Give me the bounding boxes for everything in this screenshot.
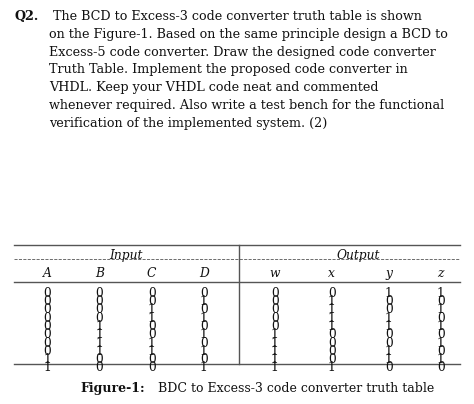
Text: 1: 1 [437,337,445,349]
Text: 0: 0 [271,303,279,316]
Text: 0: 0 [44,328,51,341]
Text: 1: 1 [200,328,208,341]
Text: 0: 0 [148,353,155,366]
Text: Output: Output [336,249,380,262]
Text: 1: 1 [148,303,155,316]
Text: 0: 0 [271,295,279,308]
Text: 0: 0 [437,295,445,308]
Text: y: y [385,267,392,280]
Text: 0: 0 [385,337,392,349]
Text: 0: 0 [44,320,51,333]
Text: 1: 1 [271,345,279,358]
Text: 1: 1 [437,353,445,366]
Text: 0: 0 [148,287,155,300]
Text: w: w [270,267,280,280]
Text: 1: 1 [328,361,336,375]
Text: D: D [199,267,209,280]
Text: 1: 1 [96,337,103,349]
Text: 1: 1 [96,345,103,358]
Text: 1: 1 [44,353,51,366]
Text: 0: 0 [96,295,103,308]
Text: 0: 0 [148,328,155,341]
Text: 0: 0 [385,361,392,375]
Text: 0: 0 [385,295,392,308]
Text: 1: 1 [96,320,103,333]
Text: 0: 0 [148,295,155,308]
Text: 0: 0 [200,303,208,316]
Text: 1: 1 [328,320,336,333]
Text: 1: 1 [385,312,392,325]
Text: 0: 0 [437,361,445,375]
Text: The BCD to Excess-3 code converter truth table is shown
on the Figure-1. Based o: The BCD to Excess-3 code converter truth… [49,10,448,130]
Text: 0: 0 [328,287,336,300]
Text: 0: 0 [44,312,51,325]
Text: 1: 1 [328,312,336,325]
Text: 1: 1 [271,337,279,349]
Text: 0: 0 [437,312,445,325]
Text: 0: 0 [385,303,392,316]
Text: 0: 0 [96,303,103,316]
Text: 0: 0 [271,320,279,333]
Text: 1: 1 [148,337,155,349]
Text: 0: 0 [96,312,103,325]
Text: 0: 0 [328,328,336,341]
Text: C: C [147,267,156,280]
Text: Input: Input [109,249,142,262]
Text: 0: 0 [200,337,208,349]
Text: 1: 1 [271,353,279,366]
Text: 0: 0 [200,287,208,300]
Text: 0: 0 [96,287,103,300]
Text: B: B [95,267,104,280]
Text: 0: 0 [200,353,208,366]
Text: BDC to Excess-3 code converter truth table: BDC to Excess-3 code converter truth tab… [154,382,434,395]
Text: A: A [43,267,52,280]
Text: 1: 1 [385,353,392,366]
Text: 0: 0 [200,320,208,333]
Text: 1: 1 [385,345,392,358]
Text: 0: 0 [44,345,51,358]
Text: 1: 1 [437,303,445,316]
Text: 1: 1 [148,345,155,358]
Text: 0: 0 [148,320,155,333]
Text: 1: 1 [200,312,208,325]
Text: 1: 1 [200,295,208,308]
Text: 0: 0 [328,353,336,366]
Text: Q2.: Q2. [14,10,38,23]
Text: 0: 0 [385,328,392,341]
Text: 0: 0 [148,361,155,375]
Text: 1: 1 [328,303,336,316]
Text: 1: 1 [96,328,103,341]
Text: 1: 1 [44,361,51,375]
Text: 0: 0 [96,353,103,366]
Text: 0: 0 [437,345,445,358]
Text: 1: 1 [148,312,155,325]
Text: 1: 1 [385,320,392,333]
Text: 1: 1 [437,287,445,300]
Text: 1: 1 [200,345,208,358]
Text: z: z [438,267,444,280]
Text: 0: 0 [44,303,51,316]
Text: 1: 1 [385,287,392,300]
Text: Figure-1:: Figure-1: [81,382,145,395]
Text: 0: 0 [44,295,51,308]
Text: x: x [328,267,335,280]
Text: 0: 0 [96,361,103,375]
Text: 0: 0 [271,312,279,325]
Text: 1: 1 [200,361,208,375]
Text: 1: 1 [271,328,279,341]
Text: 1: 1 [437,320,445,333]
Text: 0: 0 [328,345,336,358]
Text: 0: 0 [271,287,279,300]
Text: 0: 0 [44,287,51,300]
Text: 0: 0 [44,337,51,349]
Text: 0: 0 [437,328,445,341]
Text: 1: 1 [271,361,279,375]
Text: 1: 1 [328,295,336,308]
Text: 0: 0 [328,337,336,349]
